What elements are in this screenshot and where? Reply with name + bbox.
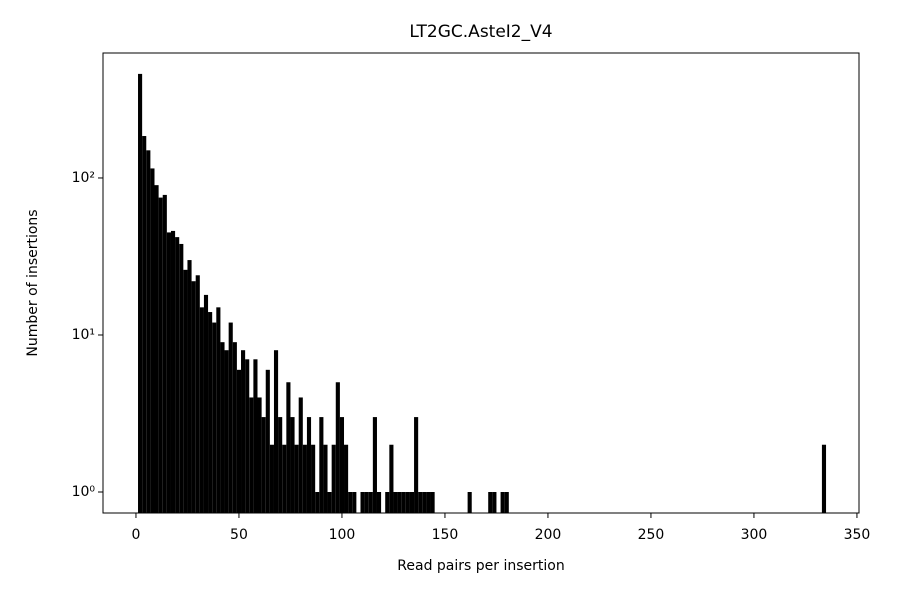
bar (500, 492, 505, 513)
bar (372, 417, 377, 513)
bar (232, 342, 237, 513)
bar (335, 382, 340, 513)
bar (166, 232, 171, 513)
bar (150, 168, 155, 513)
bar (142, 136, 147, 513)
x-tick-label: 50 (230, 527, 248, 543)
bar (216, 307, 221, 513)
bar (269, 444, 274, 513)
bar (261, 417, 266, 513)
bar (179, 243, 184, 514)
bar (352, 492, 357, 513)
bar (195, 275, 200, 513)
bar (290, 417, 295, 513)
bar (257, 397, 262, 513)
bar (146, 150, 151, 514)
bar (294, 444, 299, 513)
x-tick-label: 250 (638, 527, 665, 543)
bar (220, 342, 225, 513)
bar (228, 322, 233, 513)
bar (385, 492, 390, 513)
bar (203, 294, 209, 513)
bar (278, 417, 283, 513)
bar (311, 444, 316, 513)
bar (162, 194, 167, 513)
bar (376, 492, 382, 513)
bar (426, 492, 431, 513)
x-tick-label: 0 (131, 527, 140, 543)
bar (212, 322, 217, 513)
bar (331, 444, 336, 513)
bar (245, 359, 250, 513)
bar (467, 492, 472, 513)
y-axis-label: Number of insertions (25, 209, 41, 356)
x-tick-label: 350 (844, 527, 871, 543)
bar (430, 492, 435, 513)
bar (158, 197, 163, 513)
x-tick-label: 200 (535, 527, 562, 543)
bar (389, 444, 394, 513)
bar (504, 492, 509, 513)
y-tick-label: 10⁰ (72, 484, 96, 500)
bar (821, 444, 827, 513)
bar (241, 350, 246, 513)
bar (323, 444, 328, 513)
bar (422, 492, 427, 513)
x-tick-label: 100 (329, 527, 356, 543)
bar (236, 369, 242, 513)
bar (368, 492, 373, 513)
bar (286, 382, 291, 513)
bar (265, 369, 270, 513)
bar (170, 230, 176, 513)
bar (306, 417, 312, 513)
bar (298, 397, 303, 513)
bar (414, 417, 419, 513)
bar (327, 492, 332, 513)
y-tick-label: 10² (72, 170, 95, 186)
bar (339, 417, 345, 513)
bar (319, 417, 324, 513)
bar (183, 269, 188, 513)
bar (208, 312, 213, 513)
chart-title: LT2GC.AsteI2_V4 (409, 22, 552, 42)
bar (348, 492, 353, 513)
bar (401, 492, 406, 513)
bar (187, 260, 192, 513)
y-tick-label: 10¹ (72, 327, 95, 343)
bar (418, 492, 423, 513)
bar (199, 307, 204, 513)
bar (397, 492, 402, 513)
bar (191, 281, 196, 513)
x-axis-label: Read pairs per insertion (397, 558, 564, 574)
bar (405, 492, 410, 513)
bar (488, 492, 493, 513)
bar (138, 73, 143, 513)
bar (315, 492, 320, 513)
bar (393, 492, 398, 513)
plot-frame (102, 52, 860, 514)
bar (253, 359, 258, 513)
bar (282, 444, 287, 513)
bar (364, 492, 369, 513)
bar (492, 492, 497, 513)
bar (344, 444, 349, 513)
bar (302, 444, 307, 513)
x-tick-label: 300 (741, 527, 768, 543)
bar (224, 350, 229, 513)
bar (409, 492, 415, 513)
bar (154, 185, 159, 513)
bar (360, 492, 365, 513)
x-tick-label: 150 (432, 527, 459, 543)
bar (175, 237, 180, 513)
bar (249, 397, 254, 513)
bar (273, 350, 279, 513)
